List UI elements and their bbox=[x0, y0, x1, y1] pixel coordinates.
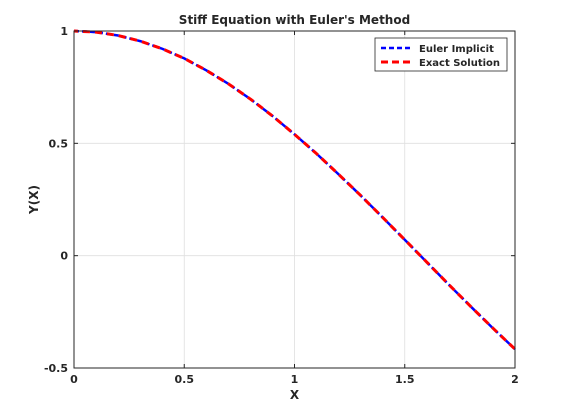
x-tick-label: 2 bbox=[511, 373, 519, 386]
ticks bbox=[73, 30, 516, 369]
legend-label-exact-solution: Exact Solution bbox=[419, 58, 500, 69]
y-tick-label: 0 bbox=[60, 250, 68, 263]
series-layer bbox=[73, 29, 517, 351]
series-line-exact-solution bbox=[73, 29, 517, 351]
y-tick-label: -0.5 bbox=[44, 362, 68, 375]
y-tick-label: 0.5 bbox=[49, 137, 69, 150]
x-tick-label: 0 bbox=[70, 373, 78, 386]
legend-label-euler-implicit: Euler Implicit bbox=[419, 44, 494, 55]
tick-labels: 0 0.5 1 1.5 2-0.500.51 bbox=[44, 25, 519, 386]
legend-box bbox=[374, 37, 508, 72]
x-tick-label: 1 bbox=[291, 373, 299, 386]
x-tick-label: 0.5 bbox=[175, 373, 195, 386]
y-tick-label: 1 bbox=[60, 25, 68, 38]
legend: Euler Implicit Exact Solution bbox=[374, 37, 508, 72]
y-axis-label: Y(X) bbox=[27, 185, 41, 215]
chart-title: Stiff Equation with Euler's Method bbox=[179, 13, 410, 27]
x-tick-label: 1.5 bbox=[395, 373, 415, 386]
x-axis-label: X bbox=[290, 388, 300, 402]
